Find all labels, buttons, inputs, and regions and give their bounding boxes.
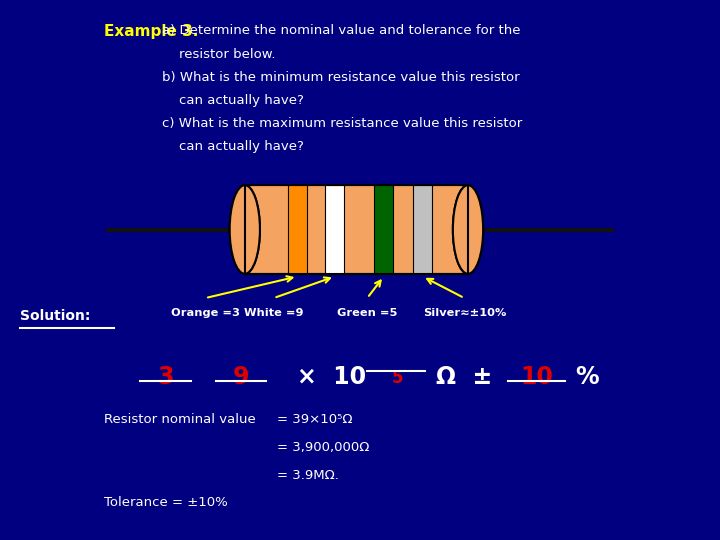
Text: = 3,900,000Ω: = 3,900,000Ω bbox=[277, 441, 369, 454]
Text: = 3.9MΩ.: = 3.9MΩ. bbox=[277, 469, 339, 482]
Text: Ω  ±: Ω ± bbox=[436, 364, 492, 388]
Text: b) What is the minimum resistance value this resistor: b) What is the minimum resistance value … bbox=[162, 71, 520, 84]
Bar bbox=[288, 185, 307, 274]
Bar bbox=[245, 185, 468, 274]
Text: can actually have?: can actually have? bbox=[162, 140, 304, 153]
Text: a) Determine the nominal value and tolerance for the: a) Determine the nominal value and toler… bbox=[162, 24, 521, 37]
Text: ×  10: × 10 bbox=[297, 364, 366, 388]
Text: Resistor nominal value: Resistor nominal value bbox=[104, 413, 256, 426]
Bar bbox=[325, 185, 344, 274]
Text: c) What is the maximum resistance value this resistor: c) What is the maximum resistance value … bbox=[162, 117, 522, 130]
Ellipse shape bbox=[230, 185, 260, 274]
Ellipse shape bbox=[453, 185, 483, 274]
Bar bbox=[245, 185, 468, 274]
Text: 3: 3 bbox=[158, 364, 174, 388]
Text: can actually have?: can actually have? bbox=[162, 94, 304, 107]
Text: White =9: White =9 bbox=[244, 308, 303, 318]
Text: Example 3.: Example 3. bbox=[104, 24, 199, 39]
Text: resistor below.: resistor below. bbox=[162, 48, 276, 60]
Text: 10: 10 bbox=[520, 364, 553, 388]
Bar bbox=[374, 185, 393, 274]
Text: 5: 5 bbox=[392, 369, 403, 387]
Text: = 39×10⁵Ω: = 39×10⁵Ω bbox=[277, 413, 353, 426]
Text: Silver≈±10%: Silver≈±10% bbox=[423, 308, 506, 318]
Text: 9: 9 bbox=[233, 364, 249, 388]
Text: Green =5: Green =5 bbox=[337, 308, 397, 318]
Text: Orange =3: Orange =3 bbox=[171, 308, 240, 318]
Ellipse shape bbox=[230, 185, 260, 274]
Text: Tolerance = ±10%: Tolerance = ±10% bbox=[104, 496, 228, 509]
Ellipse shape bbox=[453, 185, 483, 274]
Text: %: % bbox=[575, 364, 598, 388]
Bar bbox=[413, 185, 432, 274]
Text: Solution:: Solution: bbox=[20, 309, 91, 323]
